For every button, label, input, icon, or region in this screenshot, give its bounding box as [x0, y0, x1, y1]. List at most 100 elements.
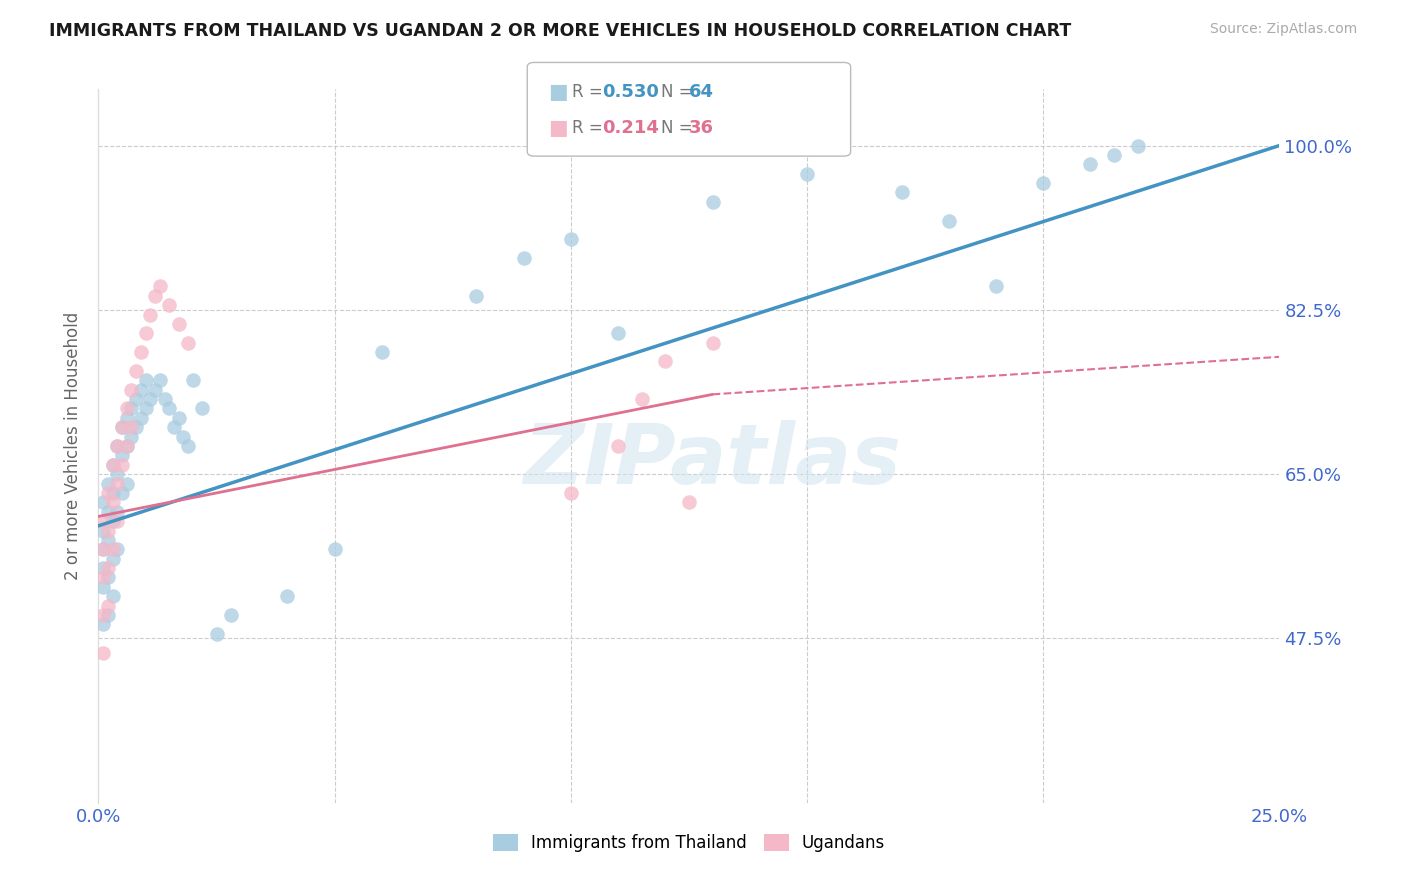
Point	[105, 542, 128, 557]
Point	[177, 439, 200, 453]
Point	[121, 401, 143, 416]
Point	[163, 420, 186, 434]
Point	[796, 167, 818, 181]
Point	[139, 308, 162, 322]
Point	[678, 495, 700, 509]
Point	[1032, 176, 1054, 190]
Point	[97, 599, 120, 613]
Text: ■: ■	[548, 118, 568, 137]
Point	[149, 279, 172, 293]
Point	[143, 289, 166, 303]
Point	[101, 458, 124, 472]
Point	[1080, 157, 1102, 171]
Point	[105, 439, 128, 453]
Point	[153, 392, 176, 406]
Point	[702, 335, 724, 350]
Point	[167, 317, 190, 331]
Point	[129, 383, 152, 397]
Point	[702, 194, 724, 209]
Point	[101, 551, 124, 566]
Point	[607, 439, 630, 453]
Point	[890, 186, 912, 200]
Text: 36: 36	[689, 119, 714, 136]
Text: R =: R =	[572, 119, 609, 136]
Text: 0.530: 0.530	[602, 83, 658, 101]
Point	[177, 335, 200, 350]
Point	[105, 467, 128, 482]
Point	[111, 458, 134, 472]
Point	[191, 401, 214, 416]
Point	[91, 617, 114, 632]
Point	[97, 476, 120, 491]
Point	[91, 542, 114, 557]
Point	[560, 232, 582, 246]
Point	[115, 401, 138, 416]
Point	[91, 542, 114, 557]
Point	[135, 326, 157, 341]
Point	[938, 213, 960, 227]
Point	[276, 589, 298, 603]
Point	[135, 373, 157, 387]
Point	[97, 607, 120, 622]
Point	[121, 420, 143, 434]
Point	[125, 420, 148, 434]
Point	[97, 524, 120, 538]
Point	[125, 364, 148, 378]
Point	[105, 439, 128, 453]
Point	[101, 495, 124, 509]
Point	[157, 298, 180, 312]
Point	[512, 251, 534, 265]
Legend: Immigrants from Thailand, Ugandans: Immigrants from Thailand, Ugandans	[486, 827, 891, 859]
Point	[129, 345, 152, 359]
Point	[167, 410, 190, 425]
Text: Source: ZipAtlas.com: Source: ZipAtlas.com	[1209, 22, 1357, 37]
Point	[1102, 148, 1125, 162]
Point	[143, 383, 166, 397]
Point	[129, 410, 152, 425]
Point	[630, 392, 652, 406]
Point	[323, 542, 346, 557]
Point	[111, 449, 134, 463]
Point	[111, 486, 134, 500]
Point	[101, 589, 124, 603]
Point	[1126, 138, 1149, 153]
Text: N =: N =	[661, 83, 697, 101]
Point	[135, 401, 157, 416]
Point	[91, 495, 114, 509]
Point	[97, 505, 120, 519]
Point	[654, 354, 676, 368]
Point	[607, 326, 630, 341]
Point	[121, 383, 143, 397]
Point	[91, 514, 114, 528]
Text: ZIPatlas: ZIPatlas	[523, 420, 901, 500]
Point	[101, 486, 124, 500]
Point	[91, 570, 114, 584]
Point	[101, 458, 124, 472]
Point	[91, 524, 114, 538]
Point	[560, 486, 582, 500]
Text: R =: R =	[572, 83, 609, 101]
Point	[97, 533, 120, 547]
Point	[115, 410, 138, 425]
Point	[97, 570, 120, 584]
Text: 0.214: 0.214	[602, 119, 658, 136]
Point	[205, 627, 228, 641]
Point	[172, 429, 194, 443]
Point	[91, 580, 114, 594]
Point	[139, 392, 162, 406]
Point	[97, 486, 120, 500]
Point	[101, 514, 124, 528]
Text: N =: N =	[661, 119, 697, 136]
Point	[105, 514, 128, 528]
Point	[984, 279, 1007, 293]
Point	[111, 420, 134, 434]
Point	[181, 373, 204, 387]
Point	[101, 542, 124, 557]
Point	[121, 429, 143, 443]
Point	[91, 561, 114, 575]
Text: ■: ■	[548, 82, 568, 102]
Point	[219, 607, 242, 622]
Point	[465, 289, 488, 303]
Point	[371, 345, 394, 359]
Point	[157, 401, 180, 416]
